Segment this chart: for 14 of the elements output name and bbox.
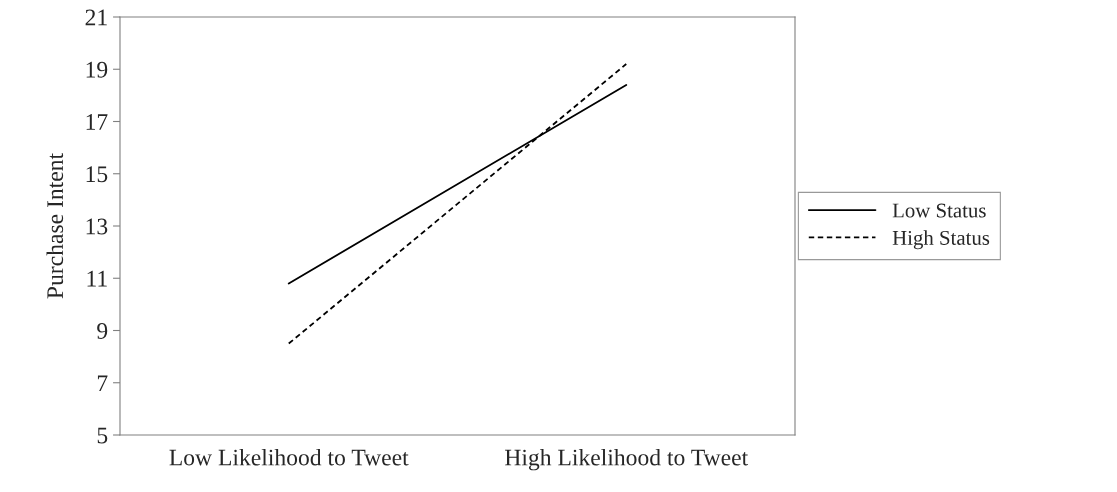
y-tick-label: 17 [86, 114, 108, 130]
x-tick-label: Low Likelihood to Tweet [169, 448, 409, 466]
legend-label: High Status [892, 230, 990, 250]
x-tick-label: High Likelihood to Tweet [505, 448, 749, 471]
y-axis-title: Purchase Intent [46, 153, 64, 299]
legend-label: Low Status [892, 203, 986, 218]
y-tick-label: 19 [86, 61, 108, 78]
y-tick-label: 9 [97, 323, 108, 339]
y-tick-label: 5 [97, 427, 108, 444]
y-tick-label: 11 [87, 270, 107, 287]
y-tick-label: 7 [97, 375, 108, 391]
y-tick-label: 21 [85, 9, 107, 26]
y-tick-label: 15 [86, 166, 108, 183]
y-tick-label: 13 [86, 218, 108, 235]
